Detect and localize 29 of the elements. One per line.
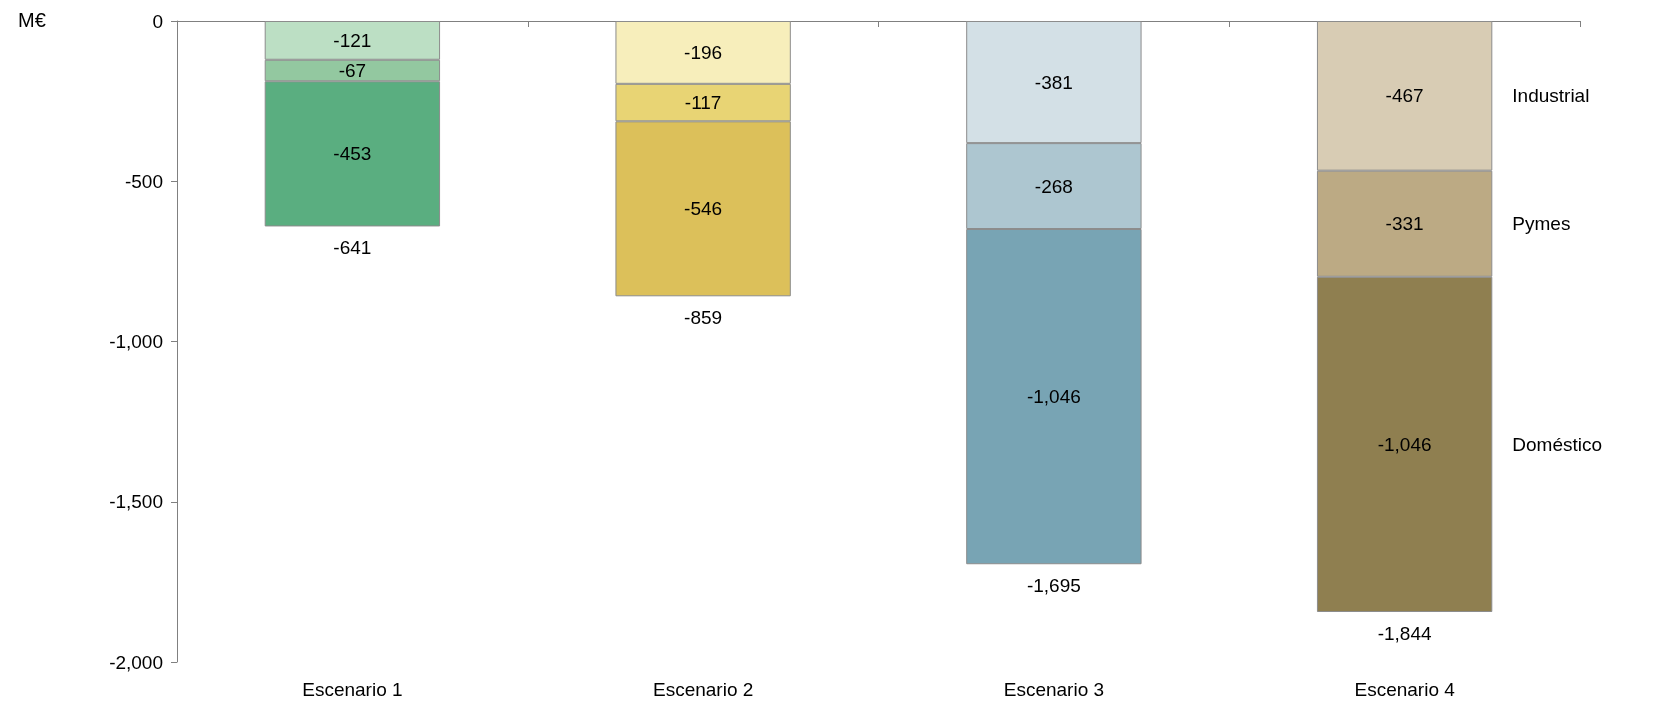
data-label: -467 (1385, 85, 1424, 107)
y-axis-title: M€ (18, 9, 46, 31)
series-label: Pymes (1512, 213, 1571, 235)
data-label: -268 (1034, 175, 1073, 197)
x-tick-label: Escenario 3 (1003, 679, 1105, 700)
y-tick-label: -2,000 (109, 651, 163, 673)
data-label: -453 (333, 143, 372, 165)
series-label: Industrial (1512, 85, 1590, 107)
total-label: -641 (333, 237, 372, 259)
x-tick-label: Escenario 1 (302, 679, 403, 700)
y-tick-label: -1,500 (109, 491, 163, 513)
x-tick-label: Escenario 2 (652, 679, 754, 700)
data-label: -117 (684, 92, 722, 114)
y-tick-label: -500 (124, 170, 163, 192)
data-label: -546 (684, 198, 723, 220)
data-label: -331 (1385, 213, 1424, 235)
data-label: -1,046 (1026, 386, 1081, 408)
data-label: -381 (1034, 71, 1073, 93)
total-label: -1,844 (1377, 623, 1432, 644)
data-label: -196 (684, 41, 723, 63)
x-tick-label: Escenario 4 (1354, 679, 1456, 700)
y-tick-label: 0 (152, 10, 163, 32)
total-label: -859 (684, 307, 723, 329)
total-label: -1,695 (1026, 575, 1081, 597)
y-tick-label: -1,000 (109, 331, 163, 352)
data-label: -1,046 (1377, 433, 1432, 455)
data-label: -121 (333, 29, 372, 51)
series-label: Doméstico (1512, 433, 1603, 455)
data-label: -67 (338, 60, 367, 82)
